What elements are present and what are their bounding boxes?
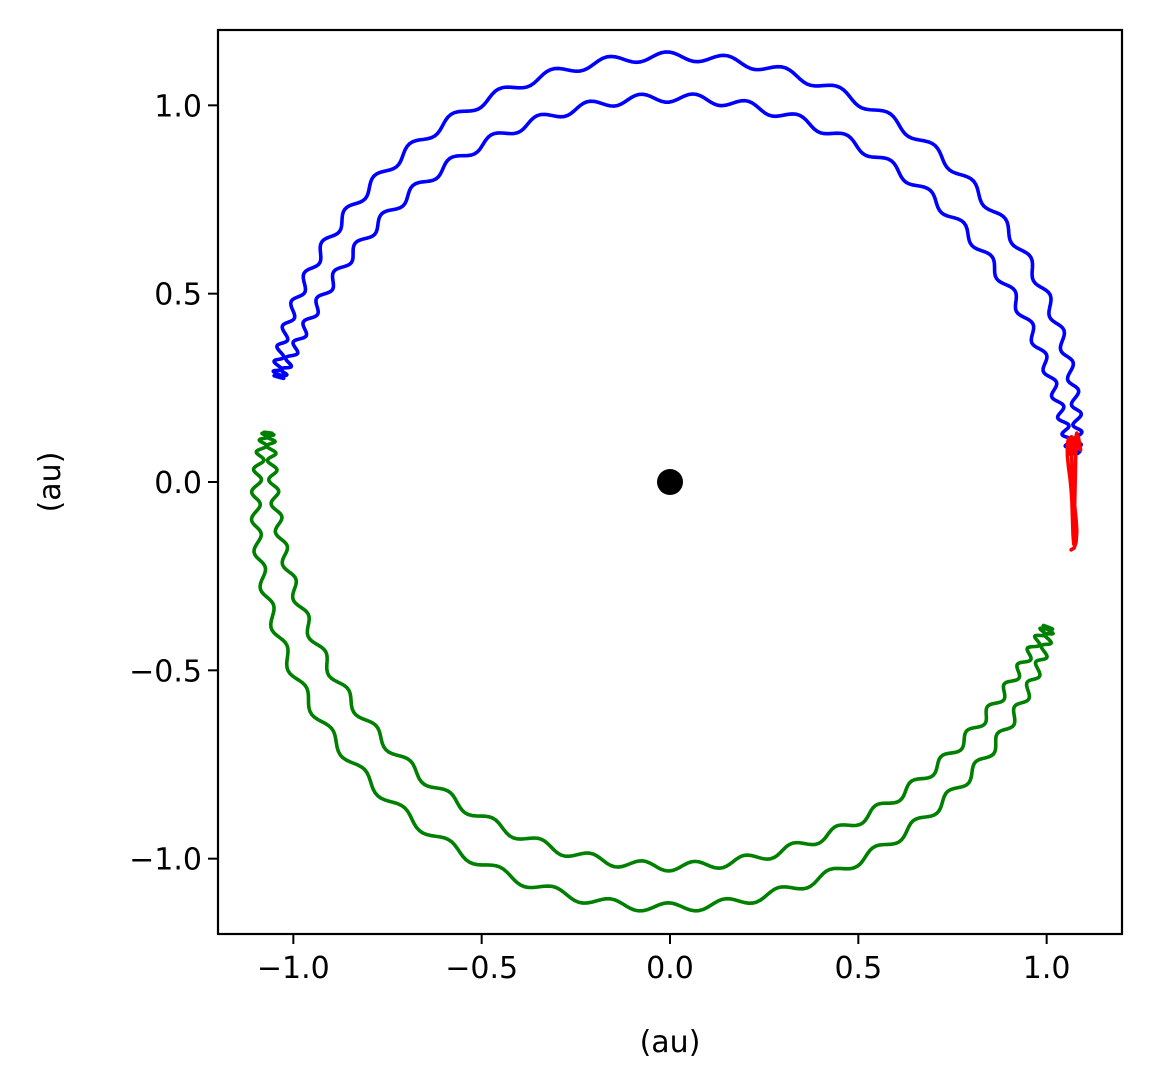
ticks-layer: −1.0 −0.5 0.0 0.5 1.0 −1.0 −0.5 0.0 0.5 1.0	[129, 89, 1070, 986]
y-tick-label: 0.5	[154, 278, 202, 313]
series-line-0	[271, 50, 1084, 456]
x-axis-label: (au)	[640, 1025, 701, 1060]
y-axis-label: (au)	[33, 452, 68, 513]
series-line-1	[249, 430, 1055, 913]
series-layer	[249, 50, 1084, 913]
x-tick-label: −0.5	[445, 951, 518, 986]
x-tick-label: 0.5	[834, 951, 882, 986]
y-tick-label: −0.5	[129, 654, 202, 689]
y-tick-label: 0.0	[154, 466, 202, 501]
central-body-layer	[657, 469, 683, 495]
x-tick-label: 0.0	[646, 951, 694, 986]
central-body-point	[657, 469, 683, 495]
y-tick-label: −1.0	[129, 843, 202, 878]
x-tick-label: 1.0	[1023, 951, 1071, 986]
x-tick-label: −1.0	[257, 951, 330, 986]
series-line-2	[1065, 431, 1083, 552]
y-tick-label: 1.0	[154, 89, 202, 124]
